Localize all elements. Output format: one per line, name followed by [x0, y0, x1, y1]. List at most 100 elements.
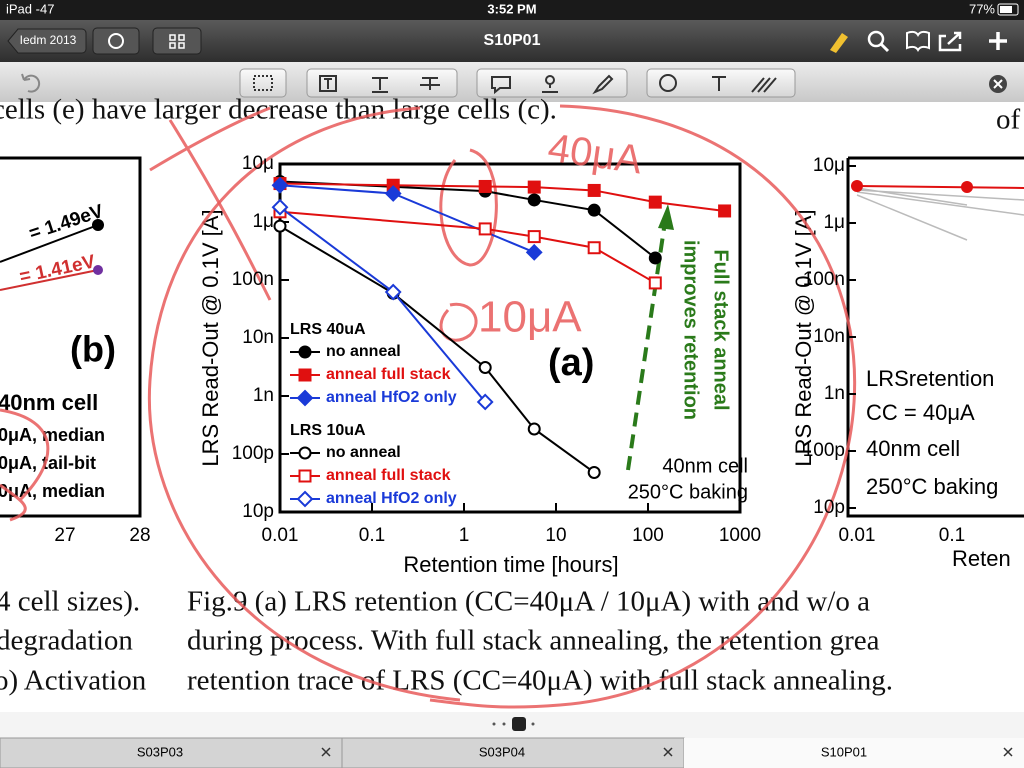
legend-label: anneal full stack	[326, 467, 451, 484]
tool-icons	[253, 74, 777, 95]
right-label: CC = 40μA	[866, 400, 975, 425]
right-y-tick-label: 10p	[813, 497, 845, 518]
point-marker	[296, 490, 314, 508]
right-trace	[856, 185, 1024, 189]
pen-button[interactable]	[830, 33, 848, 53]
tab-label[interactable]: S03P04	[479, 744, 525, 759]
shape-icon	[659, 74, 677, 92]
right-y-axis-title: LRS Read-Out @ 0.1V [A]	[791, 209, 816, 466]
left-label: 40nm cell	[0, 390, 98, 415]
tab-close-buttons[interactable]	[321, 747, 1013, 757]
point-marker	[271, 176, 289, 194]
ink-circle	[439, 302, 478, 342]
y-tick-label: 10μ	[242, 153, 274, 174]
right-y-tick-label: 1μ	[823, 212, 845, 233]
x-tick-label: 1000	[719, 525, 761, 546]
left-panel-frame	[0, 156, 142, 518]
current-page-dot[interactable]	[512, 717, 526, 731]
right-label: 40nm cell	[866, 436, 960, 461]
right-point	[851, 180, 863, 192]
annotation: 250°C baking	[628, 481, 748, 503]
right-label: 250°C baking	[866, 474, 998, 499]
back-button[interactable]	[7, 28, 87, 54]
point-marker	[476, 393, 494, 411]
page-dot[interactable]	[531, 722, 535, 726]
back-label[interactable]: Iedm 2013	[20, 33, 77, 47]
undo-button[interactable]	[21, 73, 41, 93]
legend-title: LRS 40uA	[290, 321, 366, 338]
close-icon	[993, 79, 1003, 89]
point-marker	[718, 204, 732, 218]
point-marker	[527, 230, 541, 244]
select-tool[interactable]	[239, 68, 287, 98]
point-marker	[587, 203, 601, 217]
point-marker	[527, 422, 541, 436]
point-marker	[648, 195, 662, 209]
recent-button[interactable]	[92, 27, 140, 55]
bookmarks-button[interactable]	[906, 30, 930, 52]
status-bar	[0, 0, 1024, 20]
left-point	[92, 219, 104, 231]
x-tick-label: 10	[545, 525, 566, 546]
point-marker	[478, 222, 492, 236]
left-fit-line	[0, 224, 99, 263]
text-icon	[712, 76, 726, 91]
y-axis-title: LRS Read-Out @ 0.1V [A]	[198, 209, 223, 466]
body-text-line: cells (e) have larger decrease than larg…	[0, 94, 557, 126]
legend-label: no anneal	[326, 343, 401, 360]
legend-label: anneal HfO2 only	[326, 389, 457, 406]
battery-level	[1000, 6, 1012, 13]
device-name: iPad -47	[6, 1, 54, 16]
grid-icon	[169, 34, 185, 49]
search-button[interactable]	[867, 30, 885, 48]
grid-button[interactable]	[152, 27, 202, 55]
highlight-icon	[319, 75, 337, 92]
y-tick-label: 1μ	[252, 211, 274, 232]
y-tick-label: 1n	[253, 385, 274, 406]
left-point	[93, 265, 103, 275]
page-dot[interactable]	[502, 722, 506, 726]
point-marker	[298, 368, 312, 382]
x-tick-label: 0.01	[262, 525, 299, 546]
point-marker	[478, 179, 492, 193]
left-label: 0μA, median	[0, 481, 105, 501]
add-button[interactable]	[989, 32, 1007, 50]
legend-label: no anneal	[326, 444, 401, 461]
right-panel-frame	[846, 156, 1024, 518]
shape-tools[interactable]	[646, 68, 796, 98]
tab-label[interactable]: S10P01	[821, 744, 867, 759]
battery-icon	[997, 3, 1019, 16]
strike-icon	[420, 77, 440, 90]
pen-icon	[592, 74, 614, 95]
point-marker	[648, 251, 662, 265]
page-dot[interactable]	[492, 722, 496, 726]
point-marker	[527, 180, 541, 194]
annotation: improves retention	[680, 240, 702, 420]
x-axis-title: Retention time [hours]	[403, 552, 618, 577]
point-marker	[298, 446, 312, 460]
x-tick-label: 0.1	[359, 525, 385, 546]
legend-label: anneal HfO2 only	[326, 490, 457, 507]
share-button[interactable]	[938, 31, 962, 52]
text-markup-tools[interactable]	[306, 68, 458, 98]
caption-line: Fig.9 (a) LRS retention (CC=40μA / 10μA)…	[187, 586, 870, 618]
ink-stroke	[0, 408, 50, 522]
point-marker	[271, 198, 289, 216]
battery-percent: 77%	[969, 1, 995, 16]
active-tab[interactable]	[684, 738, 1024, 768]
point-marker	[273, 219, 287, 233]
annotation: 40nm cell	[662, 455, 748, 477]
underline-icon	[372, 77, 388, 93]
tab-label[interactable]: S03P03	[137, 744, 183, 759]
point-marker	[525, 243, 543, 261]
y-tick-label: 100n	[232, 269, 274, 290]
stamp-icon	[542, 75, 558, 93]
body-text-line: of	[996, 104, 1021, 136]
tab[interactable]	[0, 737, 343, 768]
legend-title: LRS 10uA	[290, 422, 366, 439]
left-panel-label: (b)	[70, 329, 116, 370]
ink-note: 40μA	[545, 126, 645, 183]
point-marker	[298, 469, 312, 483]
trend-arrow	[626, 214, 668, 471]
